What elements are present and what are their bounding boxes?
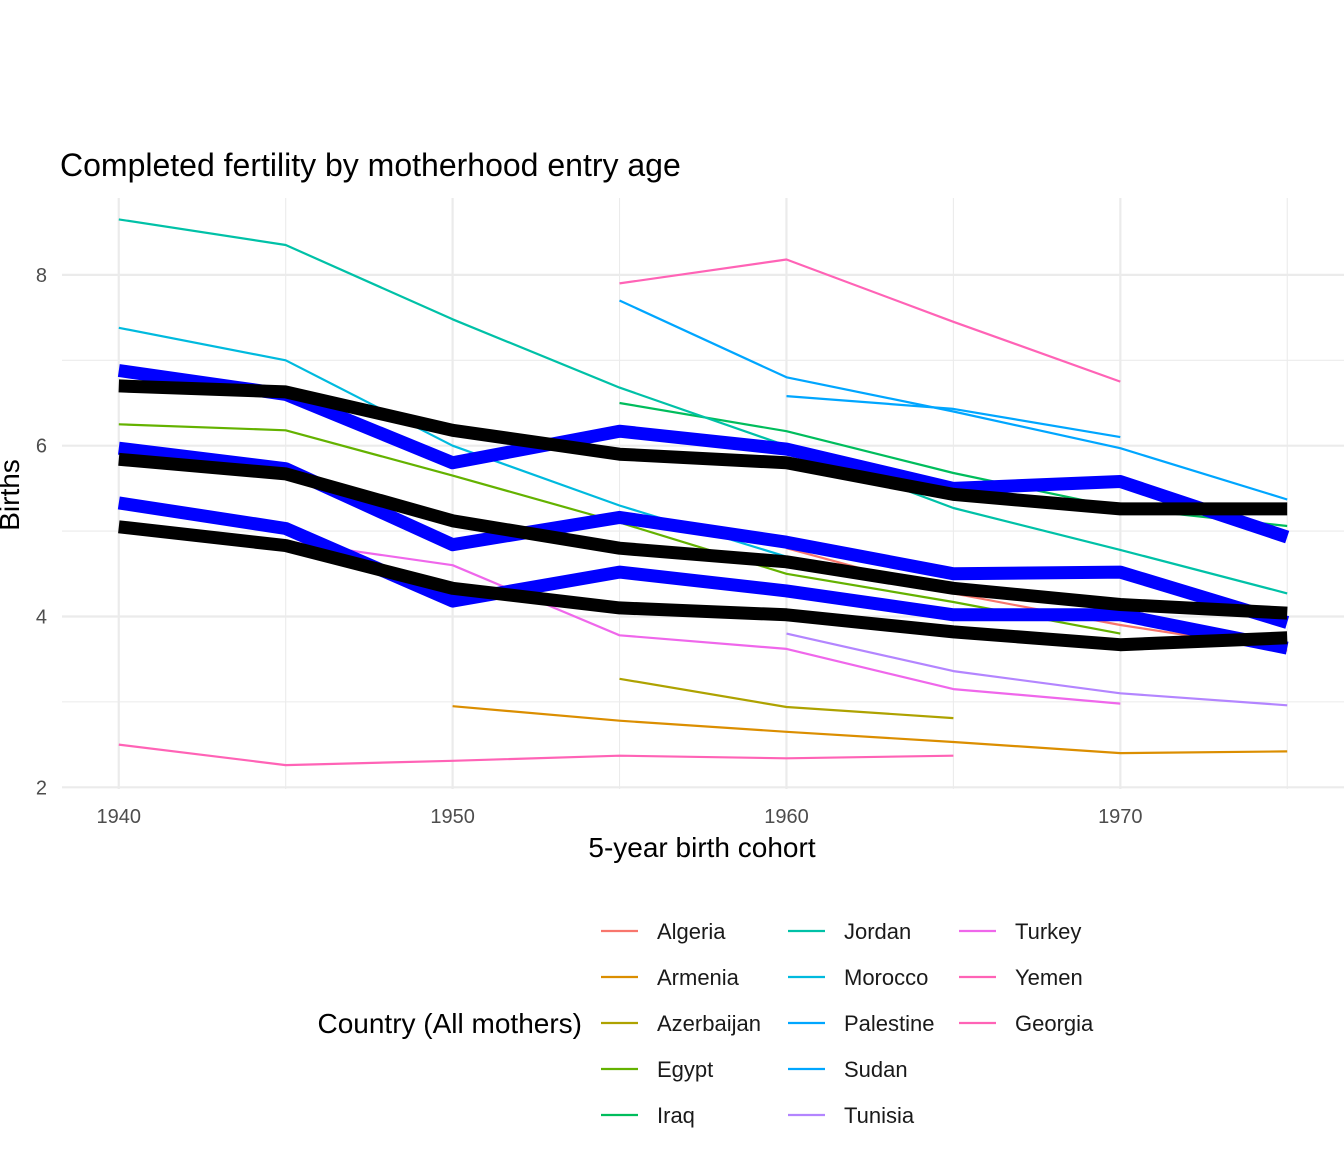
legend-item-jordan: Jordan (788, 919, 911, 944)
legend-label: Armenia (657, 965, 740, 990)
legend-item-turkey: Turkey (959, 919, 1081, 944)
series-line-tunisia (786, 632, 1288, 707)
x-tick-label: 1960 (764, 806, 809, 828)
series-line-yemen (619, 258, 1121, 383)
legend-item-palestine: Palestine (788, 1011, 935, 1036)
blue-overlay-line-3 (117, 496, 1289, 655)
legend-label: Turkey (1015, 919, 1081, 944)
black-overlay-line-2 (118, 452, 1288, 620)
series-line-palestine (619, 299, 1288, 501)
series-line-jordan (118, 218, 1288, 595)
legend-label: Egypt (657, 1057, 713, 1082)
series-line-azerbaijan (619, 677, 954, 720)
legend-label: Palestine (844, 1011, 935, 1036)
y-tick-label: 4 (36, 606, 47, 628)
legend-label: Iraq (657, 1103, 695, 1128)
x-axis-title: 5-year birth cohort (588, 832, 815, 863)
black-overlay-line-1 (118, 379, 1288, 516)
legend-label: Georgia (1015, 1011, 1094, 1036)
y-tick-label: 2 (36, 777, 47, 799)
series-line-turkey (285, 540, 1121, 705)
legend-label: Yemen (1015, 965, 1083, 990)
legend-item-armenia: Armenia (601, 965, 740, 990)
overlay-lines (117, 364, 1290, 655)
legend-item-iraq: Iraq (601, 1103, 695, 1128)
black-overlay-line-3 (118, 520, 1288, 652)
legend-item-egypt: Egypt (601, 1057, 713, 1082)
x-tick-label: 1950 (430, 806, 475, 828)
y-tick-label: 8 (36, 265, 47, 287)
blue-overlay-line-1 (117, 364, 1290, 544)
series-line-sudan (786, 395, 1121, 439)
legend-item-georgia: Georgia (959, 1011, 1094, 1036)
legend-label: Morocco (844, 965, 928, 990)
legend-item-azerbaijan: Azerbaijan (601, 1011, 761, 1036)
y-tick-label: 6 (36, 436, 47, 458)
x-tick-label: 1940 (97, 806, 142, 828)
legend-item-yemen: Yemen (959, 965, 1083, 990)
series-line-georgia (118, 743, 954, 767)
series-line-armenia (452, 705, 1288, 755)
legend-label: Tunisia (844, 1103, 915, 1128)
legend-item-sudan: Sudan (788, 1057, 908, 1082)
legend-item-morocco: Morocco (788, 965, 928, 990)
legend-label: Sudan (844, 1057, 908, 1082)
legend-label: Algeria (657, 919, 726, 944)
legend-item-tunisia: Tunisia (788, 1103, 915, 1128)
x-tick-label: 1970 (1098, 806, 1143, 828)
legend-label: Jordan (844, 919, 911, 944)
axis-ticks: 1940 1950 1960 1970 2 4 6 8 (36, 265, 1143, 828)
chart-title: Completed fertility by motherhood entry … (60, 147, 681, 183)
legend: Algeria Armenia Azerbaijan Egypt Iraq Jordan M… (601, 919, 1094, 1128)
legend-title: Country (All mothers) (317, 1008, 582, 1039)
series-lines (118, 218, 1288, 767)
y-axis-title: Births (0, 459, 25, 531)
legend-item-algeria: Algeria (601, 919, 726, 944)
legend-label: Azerbaijan (657, 1011, 761, 1036)
